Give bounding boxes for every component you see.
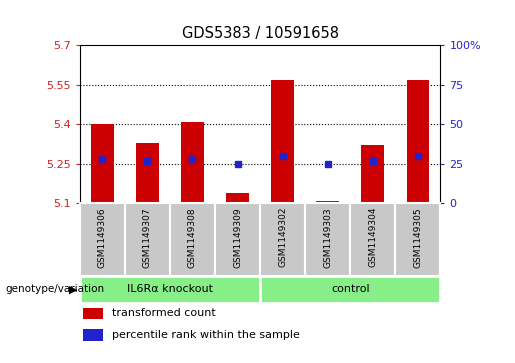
Text: GSM1149302: GSM1149302 xyxy=(278,207,287,268)
Bar xyxy=(406,79,429,203)
Bar xyxy=(83,307,103,319)
Bar xyxy=(305,203,350,276)
Text: percentile rank within the sample: percentile rank within the sample xyxy=(112,330,300,340)
Text: GSM1149305: GSM1149305 xyxy=(414,207,422,268)
Bar xyxy=(316,201,339,203)
Text: genotype/variation: genotype/variation xyxy=(5,285,104,294)
Text: GSM1149309: GSM1149309 xyxy=(233,207,242,268)
Bar xyxy=(170,203,215,276)
Bar xyxy=(91,124,114,203)
Bar xyxy=(125,203,170,276)
Bar xyxy=(396,203,440,276)
Text: GSM1149307: GSM1149307 xyxy=(143,207,152,268)
Text: GSM1149308: GSM1149308 xyxy=(188,207,197,268)
Text: GSM1149304: GSM1149304 xyxy=(368,207,377,268)
Bar xyxy=(80,276,260,303)
Bar xyxy=(350,203,396,276)
Text: GSM1149303: GSM1149303 xyxy=(323,207,332,268)
Text: ▶: ▶ xyxy=(68,285,77,294)
Bar xyxy=(362,145,384,203)
Bar xyxy=(260,203,305,276)
Text: IL6Rα knockout: IL6Rα knockout xyxy=(127,285,213,294)
Text: GSM1149306: GSM1149306 xyxy=(98,207,107,268)
Bar xyxy=(226,193,249,203)
Text: control: control xyxy=(331,285,369,294)
Bar xyxy=(80,203,125,276)
Bar xyxy=(181,122,204,203)
Bar xyxy=(271,79,294,203)
Bar xyxy=(83,329,103,341)
Bar xyxy=(260,276,440,303)
Title: GDS5383 / 10591658: GDS5383 / 10591658 xyxy=(182,26,338,41)
Bar xyxy=(136,143,159,203)
Bar xyxy=(215,203,260,276)
Text: transformed count: transformed count xyxy=(112,309,216,318)
